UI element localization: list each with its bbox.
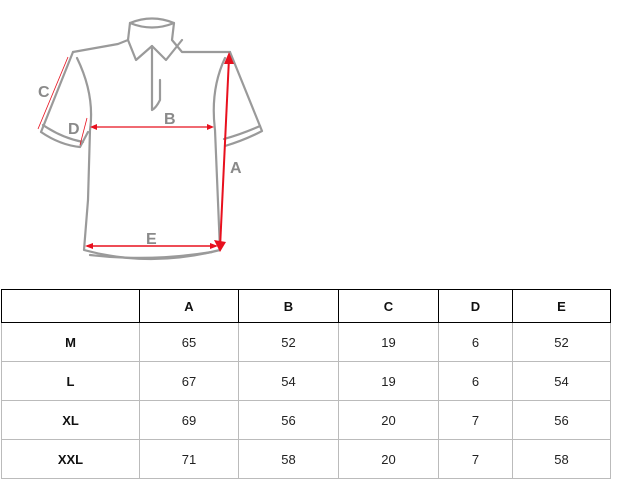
label-b: B — [164, 111, 176, 128]
table-row: M 65 52 19 6 52 — [1, 322, 611, 362]
header-d: D — [438, 289, 513, 323]
label-a: A — [230, 160, 242, 177]
header-a: A — [139, 289, 239, 323]
label-c: C — [38, 84, 50, 101]
table-cell: 7 — [438, 439, 513, 479]
header-e: E — [512, 289, 611, 323]
size-label: XL — [1, 400, 140, 440]
table-cell: 20 — [338, 400, 439, 440]
table-header-row: A B C D E — [1, 289, 611, 323]
label-d: D — [68, 121, 80, 138]
table-cell: 56 — [238, 400, 339, 440]
table-cell: 71 — [139, 439, 239, 479]
table-cell: 20 — [338, 439, 439, 479]
table-cell: 19 — [338, 361, 439, 401]
table-cell: 19 — [338, 322, 439, 362]
table-row: L 67 54 19 6 54 — [1, 361, 611, 401]
shirt-outline — [39, 17, 264, 261]
table-cell: 52 — [238, 322, 339, 362]
size-label: XXL — [1, 439, 140, 479]
polo-shirt-diagram: A B C D E — [37, 17, 264, 261]
table-cell: 69 — [139, 400, 239, 440]
table-cell: 58 — [512, 439, 611, 479]
header-c: C — [338, 289, 439, 323]
size-label: L — [1, 361, 140, 401]
label-e: E — [146, 231, 157, 248]
table-cell: 52 — [512, 322, 611, 362]
table-cell: 54 — [238, 361, 339, 401]
size-label: M — [1, 322, 140, 362]
table-cell: 7 — [438, 400, 513, 440]
table-cell: 6 — [438, 361, 513, 401]
table-cell: 54 — [512, 361, 611, 401]
table-cell: 6 — [438, 322, 513, 362]
size-table: A B C D E M 65 52 19 6 52 L 67 54 19 6 54 XL 69 56 20 7 5… — [1, 289, 611, 479]
header-b: B — [238, 289, 339, 323]
measure-arrows — [37, 52, 234, 252]
table-row: XXL 71 58 20 7 58 — [1, 439, 611, 479]
table-row: XL 69 56 20 7 56 — [1, 400, 611, 440]
table-cell: 56 — [512, 400, 611, 440]
table-cell: 65 — [139, 322, 239, 362]
table-cell: 67 — [139, 361, 239, 401]
header-size — [1, 289, 140, 323]
table-cell: 58 — [238, 439, 339, 479]
